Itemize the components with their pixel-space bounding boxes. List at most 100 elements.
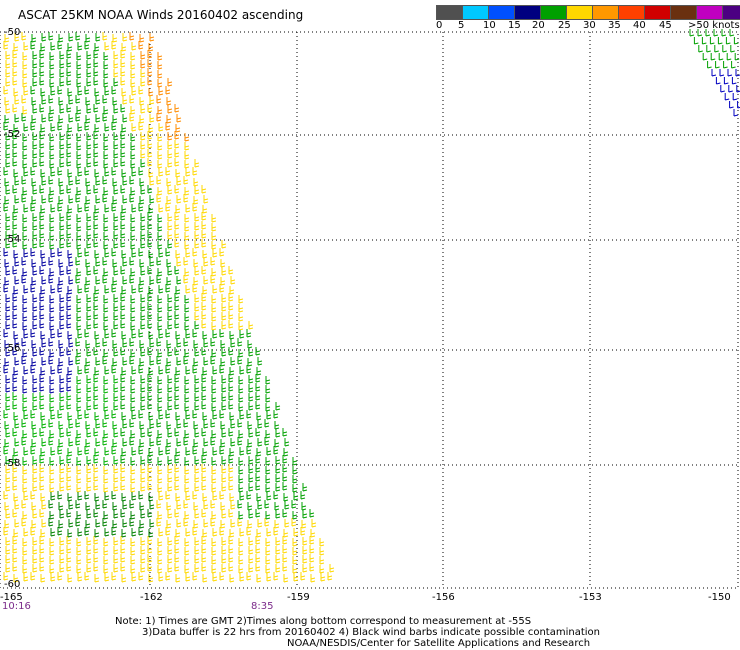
wind-barb bbox=[113, 483, 119, 492]
wind-barb bbox=[113, 150, 119, 159]
wind-barb bbox=[149, 33, 155, 42]
wind-barb bbox=[49, 484, 55, 493]
wind-barb bbox=[229, 412, 235, 421]
wind-barb bbox=[103, 457, 109, 466]
wind-barb bbox=[149, 420, 155, 429]
wind-barb bbox=[156, 518, 162, 527]
wind-barb bbox=[130, 79, 136, 88]
wind-barb bbox=[13, 124, 19, 133]
wind-barb bbox=[174, 140, 180, 149]
wind-barb bbox=[49, 547, 55, 556]
wind-barb bbox=[203, 339, 209, 348]
wind-barb bbox=[94, 331, 100, 340]
wind-barb bbox=[77, 42, 83, 51]
wind-barb bbox=[66, 212, 72, 221]
wind-barb bbox=[22, 376, 28, 385]
wind-barb bbox=[22, 349, 28, 358]
wind-barb bbox=[21, 500, 27, 509]
wind-barb bbox=[165, 122, 171, 131]
wind-barb bbox=[166, 520, 172, 529]
wind-barb bbox=[49, 304, 55, 313]
wind-barb bbox=[158, 330, 164, 339]
wind-barb bbox=[275, 483, 281, 492]
wind-barb bbox=[13, 574, 19, 583]
wind-barb bbox=[49, 466, 55, 475]
wind-barb bbox=[30, 491, 36, 500]
wind-barb bbox=[31, 97, 37, 106]
wind-barb bbox=[22, 142, 28, 151]
wind-barb bbox=[23, 330, 29, 339]
wind-barb bbox=[21, 257, 27, 266]
wind-barb bbox=[40, 412, 46, 421]
wind-barb bbox=[167, 222, 173, 231]
wind-barb bbox=[147, 473, 153, 482]
wind-barb bbox=[102, 275, 108, 284]
wind-barb bbox=[129, 437, 135, 446]
wind-barb bbox=[86, 402, 92, 411]
wind-barb bbox=[292, 556, 298, 565]
wind-barb bbox=[39, 320, 45, 329]
wind-barb bbox=[84, 248, 90, 257]
wind-barb bbox=[67, 493, 73, 502]
wind-barb bbox=[282, 464, 288, 473]
wind-barb bbox=[239, 528, 245, 537]
wind-barb bbox=[76, 268, 82, 277]
wind-barb bbox=[731, 61, 736, 69]
colorbar-label: 5 bbox=[458, 20, 465, 31]
wind-barb bbox=[147, 149, 153, 158]
wind-barb bbox=[184, 160, 190, 169]
colorbar-label: 25 bbox=[558, 20, 571, 31]
wind-barb bbox=[147, 464, 153, 473]
wind-barb bbox=[59, 546, 65, 555]
wind-barb bbox=[728, 85, 733, 93]
wind-barb bbox=[23, 528, 29, 537]
wind-barb bbox=[57, 41, 63, 50]
wind-barb bbox=[84, 491, 90, 500]
colorbar-labels: 0 5 10 15 20 25 30 35 40 45 >50 knots bbox=[430, 20, 740, 34]
wind-barb bbox=[77, 528, 83, 537]
wind-barb bbox=[48, 419, 54, 428]
wind-barb bbox=[167, 375, 173, 384]
wind-barb bbox=[39, 266, 45, 275]
wind-barb bbox=[265, 538, 271, 547]
wind-barb bbox=[174, 158, 180, 167]
wind-barb bbox=[122, 33, 128, 42]
colorbar-label: 0 bbox=[436, 20, 443, 31]
wind-barb bbox=[174, 464, 180, 473]
wind-barb bbox=[86, 537, 92, 546]
wind-barb bbox=[309, 563, 315, 572]
wind-barb bbox=[148, 529, 154, 538]
wind-barb bbox=[194, 375, 200, 384]
wind-barb bbox=[50, 528, 56, 537]
wind-barb bbox=[167, 132, 173, 141]
wind-barb bbox=[283, 529, 289, 538]
wind-barb bbox=[21, 518, 27, 527]
wind-barb bbox=[149, 519, 155, 528]
wind-barb bbox=[59, 348, 65, 357]
wind-barb bbox=[229, 448, 235, 457]
wind-barb bbox=[148, 412, 154, 421]
wind-barb bbox=[39, 293, 45, 302]
wind-barb bbox=[167, 303, 173, 312]
wind-barb bbox=[733, 37, 739, 45]
wind-barb bbox=[184, 187, 190, 196]
wind-barb bbox=[210, 419, 216, 428]
wind-barb bbox=[59, 240, 65, 249]
wind-barb bbox=[21, 194, 27, 203]
wind-barb bbox=[50, 492, 56, 501]
wind-barb bbox=[95, 195, 101, 204]
wind-barb bbox=[75, 500, 81, 509]
wind-barb bbox=[212, 330, 218, 339]
wind-barb bbox=[32, 465, 38, 474]
wind-barb bbox=[138, 86, 144, 95]
wind-barb bbox=[57, 284, 63, 293]
wind-barb bbox=[211, 385, 217, 394]
wind-barb bbox=[68, 339, 74, 348]
wind-barb bbox=[22, 385, 28, 394]
wind-barb bbox=[122, 501, 128, 510]
wind-barb bbox=[229, 574, 235, 583]
wind-barb bbox=[23, 285, 29, 294]
wind-barb bbox=[58, 34, 64, 43]
wind-barb bbox=[149, 501, 155, 510]
wind-barb bbox=[130, 295, 136, 304]
